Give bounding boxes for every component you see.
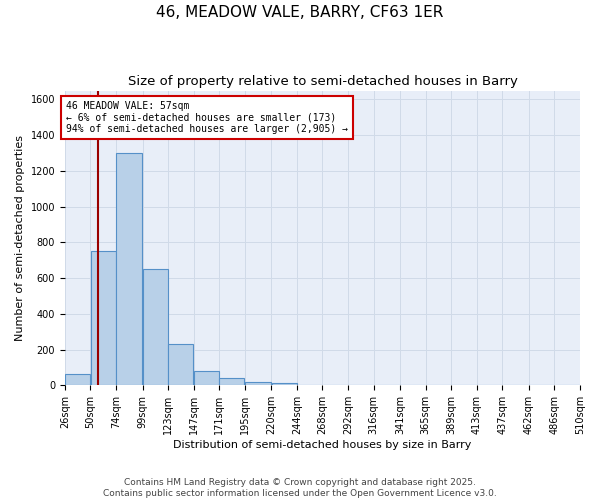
Title: Size of property relative to semi-detached houses in Barry: Size of property relative to semi-detach… bbox=[128, 75, 517, 88]
Bar bbox=[91, 252, 116, 386]
Bar bbox=[220, 378, 244, 386]
Bar bbox=[245, 382, 271, 386]
X-axis label: Distribution of semi-detached houses by size in Barry: Distribution of semi-detached houses by … bbox=[173, 440, 472, 450]
Bar bbox=[116, 153, 142, 386]
Bar bbox=[194, 371, 219, 386]
Y-axis label: Number of semi-detached properties: Number of semi-detached properties bbox=[15, 135, 25, 341]
Text: 46, MEADOW VALE, BARRY, CF63 1ER: 46, MEADOW VALE, BARRY, CF63 1ER bbox=[157, 5, 443, 20]
Bar bbox=[169, 344, 193, 386]
Bar bbox=[272, 382, 296, 386]
Bar bbox=[143, 269, 168, 386]
Text: Contains HM Land Registry data © Crown copyright and database right 2025.
Contai: Contains HM Land Registry data © Crown c… bbox=[103, 478, 497, 498]
Bar bbox=[65, 374, 90, 386]
Text: 46 MEADOW VALE: 57sqm
← 6% of semi-detached houses are smaller (173)
94% of semi: 46 MEADOW VALE: 57sqm ← 6% of semi-detac… bbox=[66, 102, 348, 134]
